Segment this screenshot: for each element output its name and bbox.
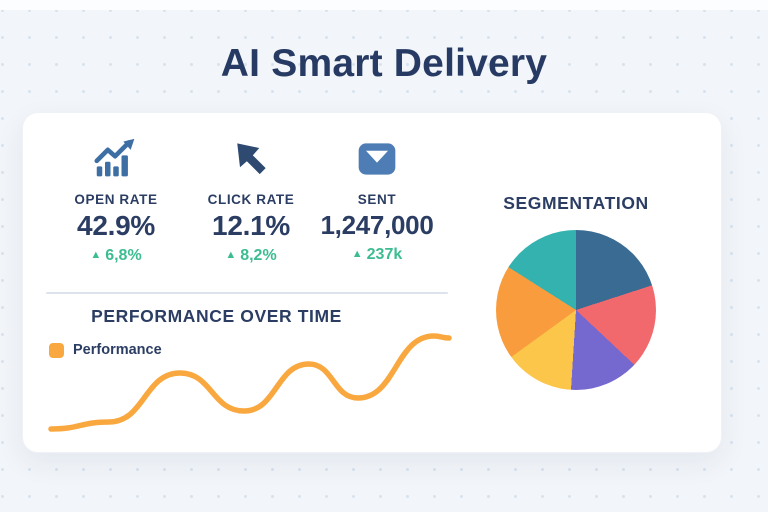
- divider: [46, 292, 448, 294]
- legend-label: Performance: [73, 342, 162, 358]
- page-title: AI Smart Delivery: [220, 42, 548, 85]
- kpi-delta-value: 6,8%: [105, 247, 142, 264]
- top-strip: [0, 0, 768, 10]
- kpi-delta: ▲ 8,2%: [191, 247, 311, 265]
- kpi-open-rate: OPEN RATE 42.9% ▲ 6,8%: [56, 135, 176, 265]
- kpi-delta: ▲ 6,8%: [56, 247, 176, 265]
- kpi-label: CLICK RATE: [207, 192, 295, 207]
- kpi-value: 42.9%: [77, 210, 155, 241]
- dashboard-card: OPEN RATE 42.9% ▲ 6,8% CLICK RATE 12.1% ▲…: [22, 112, 722, 453]
- kpi-delta-value: 8,2%: [240, 247, 277, 264]
- envelope-icon: [303, 135, 451, 183]
- kpi-label: SENT: [357, 192, 397, 207]
- legend-swatch: [49, 342, 64, 358]
- performance-title: PERFORMANCE OVER TIME: [91, 306, 342, 326]
- segmentation-title: SEGMENTATION: [503, 193, 649, 213]
- kpi-label: OPEN RATE: [74, 192, 158, 207]
- delta-up-icon: ▲: [90, 249, 102, 261]
- performance-legend: Performance: [49, 342, 162, 358]
- performance-line-path: [48, 333, 452, 432]
- kpi-value: 12.1%: [212, 210, 290, 241]
- delta-up-icon: ▲: [225, 249, 237, 261]
- kpi-click-rate: CLICK RATE 12.1% ▲ 8,2%: [191, 135, 311, 265]
- segmentation-pie-chart: [496, 230, 656, 390]
- performance-line-chart: [48, 333, 452, 432]
- kpi-delta-value: 237k: [366, 246, 403, 263]
- kpi-value: 1,247,000: [320, 210, 434, 240]
- kpi-delta: ▲ 237k: [303, 246, 451, 264]
- delta-up-icon: ▲: [351, 248, 363, 260]
- kpi-sent: SENT 1,247,000 ▲ 237k: [303, 135, 451, 264]
- trend-up-chart-icon: [56, 135, 176, 183]
- cursor-arrow-icon: [191, 135, 311, 183]
